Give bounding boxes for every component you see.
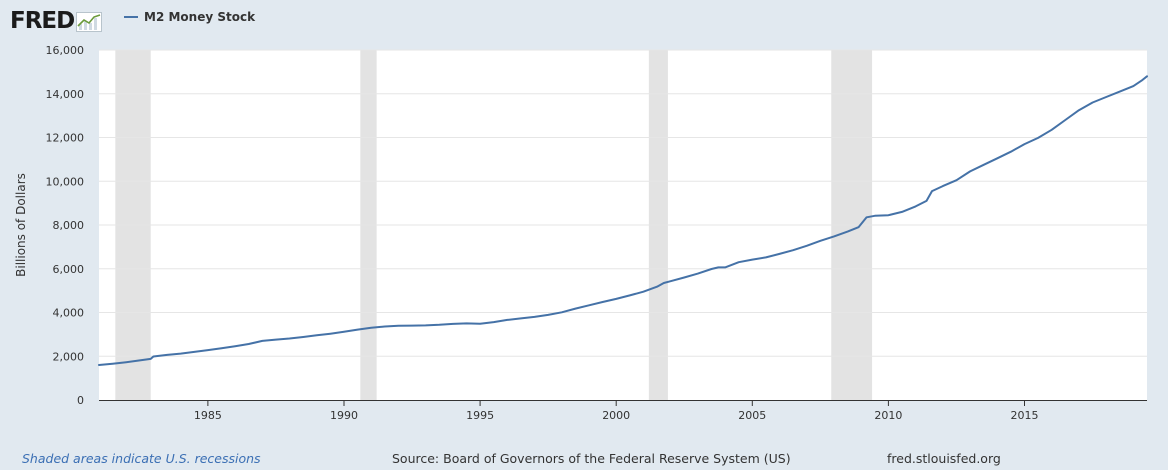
grid-layer [99,49,1147,357]
y-tick-label: 2,000 [53,350,85,363]
x-tick-label: 1995 [466,409,494,422]
y-tick-label: 6,000 [53,263,85,276]
y-tick-label: 12,000 [46,132,85,145]
y-tick-label: 4,000 [53,307,85,320]
x-tick-label: 1990 [330,409,358,422]
y-axis-title: Billions of Dollars [14,173,28,277]
axis-layer: 0 2,000 4,000 6,000 8,000 10,000 12,000 14,000 1… [46,44,1147,422]
recession-note: Shaded areas indicate U.S. recessions [22,451,261,466]
source-note: Source: Board of Governors of the Federa… [392,451,791,466]
y-tick-label: 8,000 [53,219,85,232]
legend-swatch [124,16,138,18]
y-tick-label: 10,000 [46,175,85,188]
x-tick-label: 2010 [874,409,902,422]
y-tick-label: 16,000 [46,44,85,57]
legend-label[interactable]: M2 Money Stock [144,10,256,24]
x-tick-label: 2015 [1011,409,1039,422]
fred-logo[interactable]: FRED [10,8,75,34]
legend: M2 Money Stock [124,10,255,24]
header: FRED [10,6,103,36]
y-tick-label: 14,000 [46,88,85,101]
x-tick-label: 1985 [194,409,222,422]
x-tick-label: 2005 [738,409,766,422]
line-layer [98,75,1148,366]
site-link[interactable]: fred.stlouisfed.org [887,451,1001,466]
chart-line-icon [76,12,103,32]
x-tick-label: 2000 [602,409,630,422]
y-tick-label: 0 [77,394,84,407]
series-line[interactable] [98,75,1148,366]
